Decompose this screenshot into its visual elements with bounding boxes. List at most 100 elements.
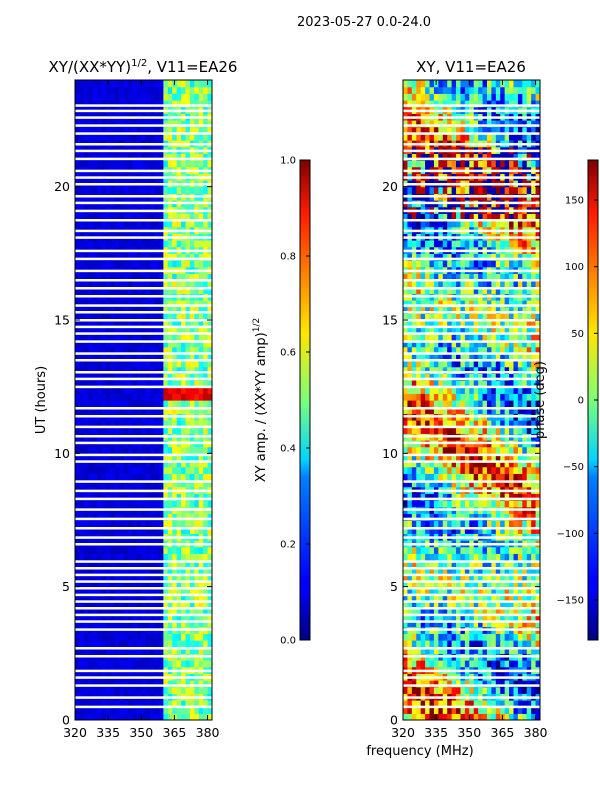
heatmap-cell: [110, 213, 116, 221]
heatmap-cell: [447, 520, 453, 528]
heatmap-cell: [163, 253, 169, 261]
heatmap-cell: [181, 640, 187, 648]
heatmap-cell: [425, 613, 431, 621]
heatmap-cell: [500, 593, 506, 601]
heatmap-cell: [114, 346, 120, 354]
heatmap-cell: [97, 646, 103, 654]
heatmap-cell: [145, 466, 151, 474]
flagged-gap: [75, 669, 212, 673]
heatmap-cell: [509, 480, 515, 488]
heatmap-cell: [136, 520, 142, 528]
heatmap-cell: [141, 153, 147, 161]
heatmap-cell: [416, 360, 422, 368]
heatmap-cell: [469, 553, 475, 561]
heatmap-cell: [158, 493, 164, 501]
heatmap-cell: [460, 546, 466, 554]
heatmap-cell: [203, 573, 209, 581]
heatmap-cell: [473, 473, 479, 481]
heatmap-cell: [97, 460, 103, 468]
heatmap-cell: [88, 613, 94, 621]
heatmap-cell: [158, 640, 164, 648]
heatmap-cell: [88, 326, 94, 334]
heatmap-cell: [92, 526, 98, 534]
heatmap-cell: [79, 500, 85, 508]
heatmap-cell: [411, 373, 417, 381]
heatmap-cell: [176, 313, 182, 321]
heatmap-cell: [495, 406, 501, 414]
heatmap-cell: [167, 380, 173, 388]
y-axis-label: UT (hours): [34, 366, 49, 434]
heatmap-cell: [163, 406, 169, 414]
heatmap-cell: [464, 686, 470, 694]
heatmap-cell: [403, 520, 409, 528]
heatmap-cell: [491, 480, 497, 488]
heatmap-cell: [75, 713, 81, 720]
heatmap-cell: [433, 446, 439, 454]
heatmap-cell: [207, 93, 212, 101]
flagged-gap: [75, 176, 212, 179]
heatmap-cell: [451, 313, 457, 321]
heatmap-cell: [495, 660, 501, 668]
heatmap-cell: [460, 500, 466, 508]
heatmap-cell: [203, 426, 209, 434]
heatmap-cell: [416, 686, 422, 694]
heatmap-cell: [97, 326, 103, 334]
heatmap-cell: [198, 420, 204, 428]
flagged-gap: [75, 249, 212, 253]
heatmap-cell: [128, 340, 134, 348]
heatmap-cell: [407, 546, 413, 554]
heatmap-cell: [433, 400, 439, 408]
heatmap-cell: [145, 546, 151, 554]
heatmap-cell: [150, 220, 156, 228]
heatmap-cell: [119, 520, 125, 528]
heatmap-cell: [203, 460, 209, 468]
heatmap-cell: [141, 306, 147, 314]
heatmap-cell: [141, 120, 147, 128]
heatmap-cell: [522, 600, 528, 608]
heatmap-cell: [154, 580, 160, 588]
heatmap-cell: [535, 606, 540, 614]
heatmap-cell: [460, 640, 466, 648]
heatmap-cell: [509, 353, 515, 361]
heatmap-cell: [504, 706, 510, 714]
heatmap-cell: [185, 220, 191, 228]
heatmap-cell: [154, 100, 160, 108]
heatmap-cell: [145, 100, 151, 108]
heatmap-cell: [509, 513, 515, 521]
heatmap-cell: [141, 520, 147, 528]
heatmap-cell: [128, 280, 134, 288]
heatmap-cell: [407, 326, 413, 334]
heatmap-cell: [425, 386, 431, 394]
heatmap-cell: [491, 640, 497, 648]
heatmap-cell: [172, 513, 178, 521]
heatmap-cell: [110, 306, 116, 314]
heatmap-cell: [535, 520, 540, 528]
heatmap-cell: [172, 706, 178, 714]
heatmap-cell: [154, 273, 160, 281]
heatmap-cell: [194, 393, 200, 401]
heatmap-cell: [101, 100, 107, 108]
heatmap-cell: [203, 326, 209, 334]
heatmap-cell: [154, 633, 160, 641]
heatmap-cell: [464, 680, 470, 688]
heatmap-cell: [88, 320, 94, 328]
heatmap-cell: [123, 253, 129, 261]
heatmap-cell: [442, 326, 448, 334]
heatmap-cell: [460, 420, 466, 428]
heatmap-cell: [158, 593, 164, 601]
heatmap-cell: [513, 580, 519, 588]
heatmap-cell: [442, 606, 448, 614]
heatmap-cell: [132, 466, 138, 474]
heatmap-cell: [167, 340, 173, 348]
heatmap-cell: [189, 80, 195, 88]
heatmap-cell: [119, 333, 125, 341]
heatmap-cell: [150, 660, 156, 668]
heatmap-cell: [158, 560, 164, 568]
heatmap-cell: [194, 713, 200, 720]
heatmap-cell: [407, 640, 413, 648]
heatmap-cell: [535, 600, 540, 608]
heatmap-cell: [478, 446, 484, 454]
heatmap-cell: [438, 713, 444, 720]
heatmap-cell: [150, 320, 156, 328]
heatmap-cell: [123, 460, 129, 468]
